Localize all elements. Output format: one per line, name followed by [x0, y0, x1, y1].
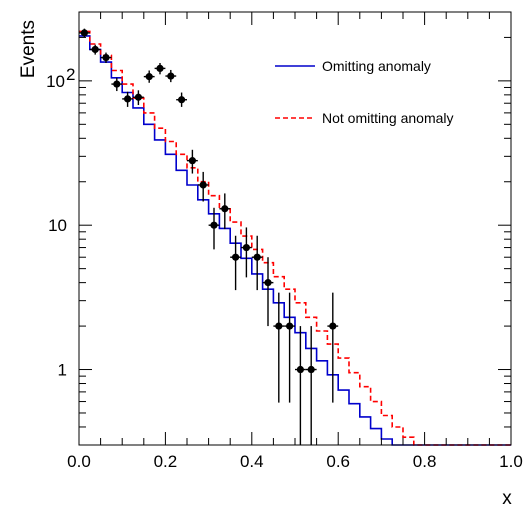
data-point-6 [145, 73, 153, 81]
x-tick-label: 0.6 [326, 452, 350, 471]
y-tick-label: 10 [46, 72, 65, 91]
data-point-12 [210, 221, 218, 229]
legend-label-omitting: Omitting anomaly [322, 58, 431, 74]
y-axis-title: Events [18, 20, 39, 78]
data-point-9 [178, 96, 186, 104]
legend-label-not-omitting: Not omitting anomaly [322, 110, 454, 126]
histogram-not-omitting-anomaly [79, 30, 511, 446]
data-point-11 [199, 181, 207, 189]
data-point-5 [134, 93, 142, 101]
data-point-17 [264, 279, 272, 287]
x-tick-label: 0.8 [413, 452, 437, 471]
data-point-18 [275, 322, 283, 330]
data-point-4 [124, 95, 132, 103]
x-tick-label: 0.4 [240, 452, 264, 471]
data-point-16 [253, 253, 261, 261]
axis-ticks [78, 11, 512, 446]
data-point-0 [80, 29, 88, 37]
data-point-10 [188, 157, 196, 165]
data-point-3 [113, 80, 121, 88]
data-point-21 [307, 365, 315, 374]
legend: Omitting anomaly Not omitting anomaly [275, 58, 454, 126]
data-point-13 [221, 205, 229, 213]
data-point-1 [91, 45, 99, 54]
data-point-2 [102, 53, 110, 62]
data-point-22 [329, 322, 337, 330]
x-axis-title: x [502, 488, 512, 509]
data-point-19 [286, 322, 294, 330]
data-point-20 [296, 365, 304, 374]
data-points-layer [79, 28, 339, 445]
x-tick-label: 0.0 [67, 452, 91, 471]
y-tick-label-exponent: 2 [66, 65, 75, 84]
x-tick-label: 0.2 [154, 452, 178, 471]
x-tick-label: 1.0 [499, 452, 523, 471]
y-tick-label: 1 [58, 361, 67, 380]
data-point-14 [232, 253, 240, 261]
data-point-8 [167, 72, 175, 80]
data-point-7 [156, 64, 164, 72]
data-point-15 [242, 243, 250, 252]
y-tick-label: 10 [48, 216, 67, 235]
